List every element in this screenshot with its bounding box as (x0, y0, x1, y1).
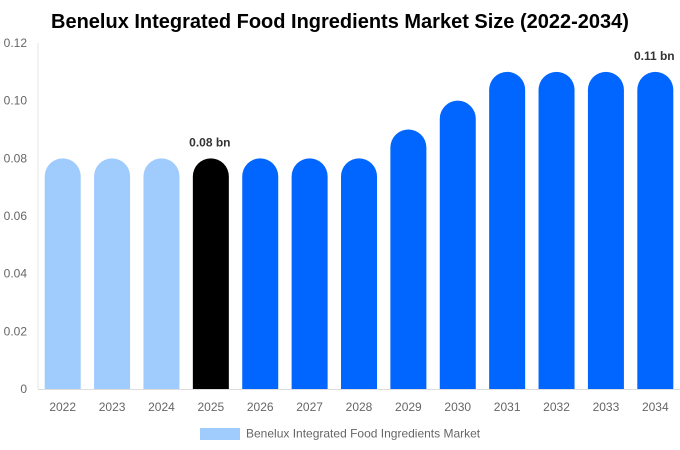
bar-2024[interactable] (143, 158, 180, 389)
bar-2026[interactable] (242, 158, 279, 389)
bar-2031[interactable] (489, 71, 526, 390)
chart-title: Benelux Integrated Food Ingredients Mark… (51, 11, 629, 33)
x-tick-label: 2025 (197, 400, 224, 414)
x-tick-label: 2022 (49, 400, 76, 414)
y-tick-label: 0.02 (4, 324, 28, 338)
x-tick-label: 2034 (642, 400, 669, 414)
y-tick-label: 0 (20, 382, 27, 396)
x-tick-label: 2030 (444, 400, 471, 414)
bar-2025[interactable] (192, 158, 229, 389)
x-tick-label: 2023 (99, 400, 126, 414)
x-tick-label: 2032 (543, 400, 570, 414)
bar-2032[interactable] (538, 71, 575, 389)
x-tick-label: 2031 (494, 400, 521, 414)
bar-2029[interactable] (390, 129, 427, 390)
bar-2027[interactable] (291, 158, 328, 389)
x-tick-label: 2033 (593, 400, 620, 414)
y-tick-label: 0.08 (4, 151, 28, 165)
bar-2030[interactable] (439, 100, 476, 389)
x-tick-label: 2029 (395, 400, 422, 414)
bar-2033[interactable] (587, 71, 624, 389)
bar-2028[interactable] (341, 158, 377, 389)
y-tick-label: 0.04 (4, 267, 28, 281)
y-tick-label: 0.10 (4, 94, 28, 108)
bar-2023[interactable] (94, 158, 131, 389)
y-tick-label: 0.12 (4, 36, 28, 50)
data-label: 0.08 bn (189, 135, 230, 149)
data-label: 0.11 bn (634, 49, 675, 63)
legend-label[interactable]: Benelux Integrated Food Ingredients Mark… (246, 427, 481, 441)
legend-swatch[interactable] (200, 428, 240, 440)
bar-2034[interactable] (637, 71, 674, 389)
y-tick-label: 0.06 (4, 209, 28, 223)
x-tick-label: 2027 (296, 400, 323, 414)
bar-2022[interactable] (44, 158, 81, 389)
x-tick-label: 2026 (247, 400, 274, 414)
x-tick-label: 2024 (148, 400, 175, 414)
x-tick-label: 2028 (346, 400, 373, 414)
